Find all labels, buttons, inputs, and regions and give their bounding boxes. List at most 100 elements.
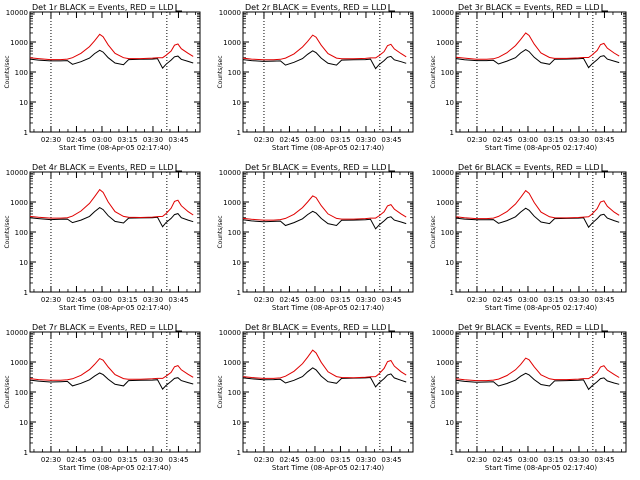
y-tick-label: 10 [232, 259, 241, 267]
x-tick-label: 03:30 [356, 136, 376, 144]
x-tick-label: 02:30 [254, 456, 274, 464]
x-tick-label: 03:00 [305, 136, 325, 144]
x-tick-label: 02:30 [467, 456, 487, 464]
x-tick-label: 02:30 [467, 136, 487, 144]
series-events-line [29, 372, 194, 390]
y-tick-label: 1000 [223, 39, 241, 47]
x-tick-label: 03:30 [569, 136, 589, 144]
x-tick-label: 03:45 [381, 296, 401, 304]
y-tick-label: 10 [445, 419, 454, 427]
x-tick-label: 03:00 [305, 296, 325, 304]
x-axis-label: Start Time (08-Apr-05 02:17:40) [272, 304, 384, 312]
y-tick-label: 1000 [10, 199, 28, 207]
panel-det-2: Det 2r BLACK = Events, RED = LLD 1 10 100 10… [217, 3, 414, 152]
x-tick-label: 03:45 [381, 456, 401, 464]
y-tick-label: 1 [237, 289, 241, 297]
x-tick-label: 03:30 [143, 136, 163, 144]
x-tick-label: 03:00 [305, 456, 325, 464]
plot-frame [242, 11, 414, 133]
plot-frame [242, 331, 414, 453]
plot-frame [455, 11, 627, 133]
y-tick-label: 10 [445, 259, 454, 267]
panel-det-8: Det 8r BLACK = Events, RED = LLD 1 10 100 10… [217, 323, 414, 472]
series-events-line [242, 50, 407, 70]
panel-det-3: Det 3r BLACK = Events, RED = LLD 1 10 100 10… [430, 3, 627, 152]
y-tick-label: 10000 [219, 9, 241, 17]
y-tick-label: 10000 [6, 169, 28, 177]
x-tick-label: 03:30 [143, 456, 163, 464]
panel-det-6: Det 6r BLACK = Events, RED = LLD 1 10 100 10… [430, 163, 627, 312]
y-axis-label: Counts/sec [217, 375, 224, 408]
x-tick-label: 03:15 [543, 136, 563, 144]
x-tick-label: 02:45 [279, 136, 299, 144]
x-tick-label: 03:15 [543, 296, 563, 304]
x-tick-label: 03:45 [168, 456, 188, 464]
series-lld-line [29, 188, 194, 219]
x-tick-label: 03:00 [92, 136, 112, 144]
x-axis-label: Start Time (08-Apr-05 02:17:40) [272, 464, 384, 472]
x-tick-label: 02:45 [66, 296, 86, 304]
range-marker-icon [601, 324, 608, 332]
x-tick-label: 03:30 [569, 296, 589, 304]
y-tick-label: 1 [24, 129, 28, 137]
panel-title: Det 6r BLACK = Events, RED = LLD [458, 163, 600, 172]
y-axis-label: Counts/sec [217, 215, 224, 248]
y-tick-label: 10 [19, 99, 28, 107]
y-tick-label: 1000 [10, 359, 28, 367]
y-tick-label: 1 [450, 289, 454, 297]
x-tick-label: 02:45 [279, 296, 299, 304]
series-events-line [29, 206, 194, 228]
x-tick-label: 02:30 [254, 136, 274, 144]
x-tick-label: 03:15 [330, 456, 350, 464]
series-lld-line [455, 32, 620, 60]
range-marker-icon [601, 4, 608, 12]
y-tick-label: 1000 [436, 359, 454, 367]
y-tick-label: 1 [450, 449, 454, 457]
y-tick-label: 10 [232, 419, 241, 427]
x-axis-label: Start Time (08-Apr-05 02:17:40) [59, 304, 171, 312]
x-axis-label: Start Time (08-Apr-05 02:17:40) [485, 304, 597, 312]
range-marker-icon [601, 164, 608, 172]
x-tick-label: 03:30 [143, 296, 163, 304]
y-tick-label: 10 [232, 99, 241, 107]
plot-frame [29, 331, 201, 453]
y-tick-label: 1 [24, 289, 28, 297]
x-tick-label: 02:30 [41, 296, 61, 304]
panel-title: Det 1r BLACK = Events, RED = LLD [32, 3, 174, 12]
x-tick-label: 02:45 [279, 456, 299, 464]
y-tick-label: 10000 [432, 329, 454, 337]
x-axis-label: Start Time (08-Apr-05 02:17:40) [59, 464, 171, 472]
y-tick-label: 1000 [10, 39, 28, 47]
x-tick-label: 02:45 [492, 136, 512, 144]
x-tick-label: 03:00 [518, 296, 538, 304]
plot-frame [455, 171, 627, 293]
series-events-line [455, 207, 620, 229]
x-tick-label: 03:15 [330, 296, 350, 304]
y-tick-label: 1 [237, 449, 241, 457]
series-lld-line [455, 357, 620, 382]
y-tick-label: 100 [228, 389, 241, 397]
y-tick-label: 1 [24, 449, 28, 457]
x-tick-label: 03:00 [518, 136, 538, 144]
x-tick-label: 03:15 [543, 456, 563, 464]
x-axis-label: Start Time (08-Apr-05 02:17:40) [485, 464, 597, 472]
x-tick-label: 03:45 [594, 296, 614, 304]
y-tick-label: 100 [228, 69, 241, 77]
x-tick-label: 02:45 [492, 296, 512, 304]
panel-det-4: Det 4r BLACK = Events, RED = LLD 1 10 100 10… [4, 163, 201, 312]
x-tick-label: 03:15 [330, 136, 350, 144]
y-axis-label: Counts/sec [430, 375, 437, 408]
series-lld-line [242, 34, 407, 61]
x-tick-label: 03:15 [117, 456, 137, 464]
x-tick-label: 03:30 [569, 456, 589, 464]
series-lld-line [29, 33, 194, 61]
range-marker-icon [388, 324, 395, 332]
x-tick-label: 03:45 [168, 136, 188, 144]
x-tick-label: 03:45 [168, 296, 188, 304]
y-axis-label: Counts/sec [430, 215, 437, 248]
x-tick-label: 03:15 [117, 296, 137, 304]
panel-det-7: Det 7r BLACK = Events, RED = LLD 1 10 100 10… [4, 323, 201, 472]
range-marker-icon [388, 164, 395, 172]
plot-frame [242, 171, 414, 293]
